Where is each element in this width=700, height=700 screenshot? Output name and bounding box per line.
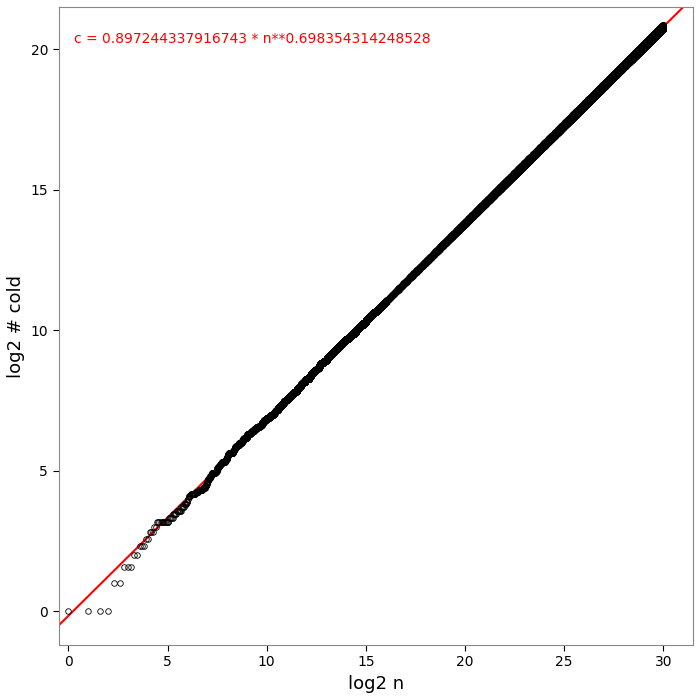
X-axis label: log2 n: log2 n xyxy=(348,675,404,693)
Y-axis label: log2 # cold: log2 # cold xyxy=(7,274,25,377)
Text: c = 0.897244337916743 * n**0.698354314248528: c = 0.897244337916743 * n**0.69835431424… xyxy=(74,32,431,46)
